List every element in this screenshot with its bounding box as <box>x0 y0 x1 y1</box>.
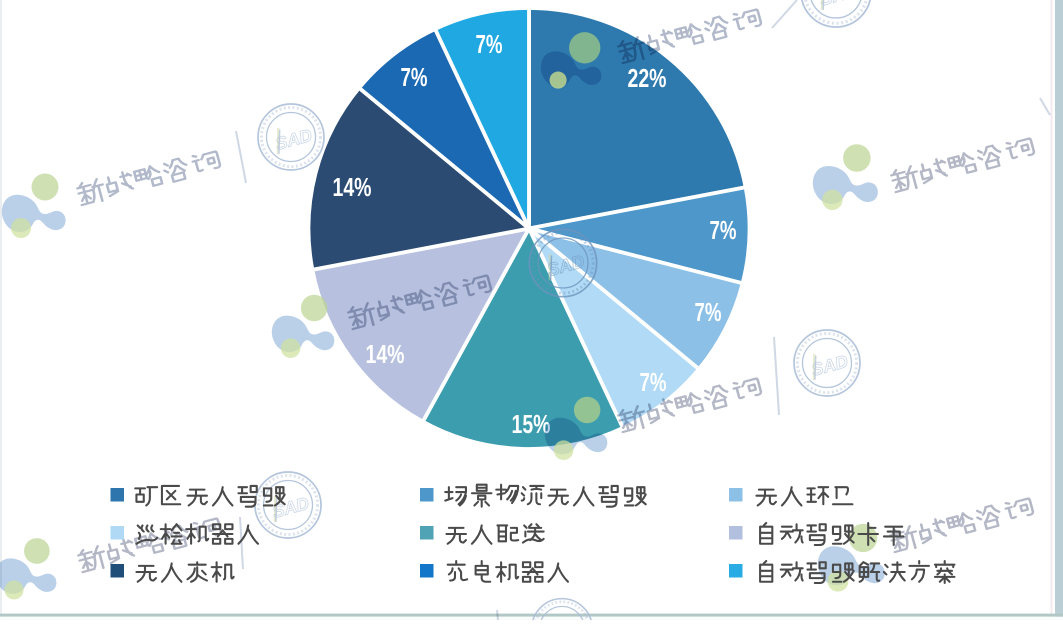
svg-text:22%: 22% <box>628 65 667 93</box>
svg-text:14%: 14% <box>366 341 405 369</box>
svg-text:14%: 14% <box>333 174 372 202</box>
svg-text:7%: 7% <box>695 299 722 327</box>
svg-text:SAD: SAD <box>817 0 860 10</box>
svg-text:7%: 7% <box>476 31 503 59</box>
svg-text:7%: 7% <box>401 64 428 92</box>
svg-text:7%: 7% <box>710 217 737 245</box>
svg-text:15%: 15% <box>512 411 551 439</box>
svg-text:7%: 7% <box>640 369 667 397</box>
